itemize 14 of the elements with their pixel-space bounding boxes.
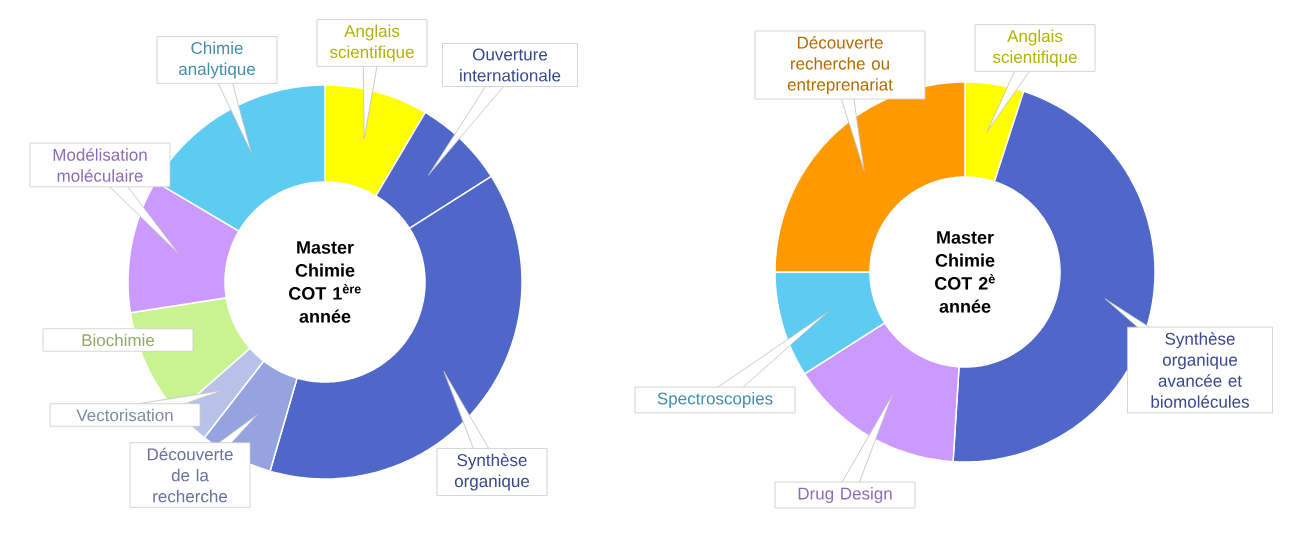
slice-label: Découverte recherche ou entreprenariat	[787, 35, 893, 95]
slice-label: Spectroscopies	[657, 392, 773, 408]
chart-title: Master Chimie COT 1$^{ère}$ année	[289, 241, 361, 323]
slice-label: Drug Design	[798, 487, 892, 503]
chart-title: Master Chimie COT 2$^{è}$ année	[934, 231, 995, 313]
slice-label: Ouverture internationale	[460, 48, 561, 82]
slice-label: Modélisation moléculaire	[53, 148, 147, 182]
slice-label: Biochimie	[82, 333, 155, 347]
slice-label: Anglais scientifique	[329, 24, 414, 62]
slice-label: Chimie analytique	[178, 41, 255, 79]
slice-label: Découverte de la recherche	[147, 447, 233, 503]
slice-label: Vectorisation	[76, 408, 173, 422]
slice-label: Synthèse organique	[454, 453, 530, 491]
slice-label: Anglais scientifique	[992, 29, 1077, 67]
